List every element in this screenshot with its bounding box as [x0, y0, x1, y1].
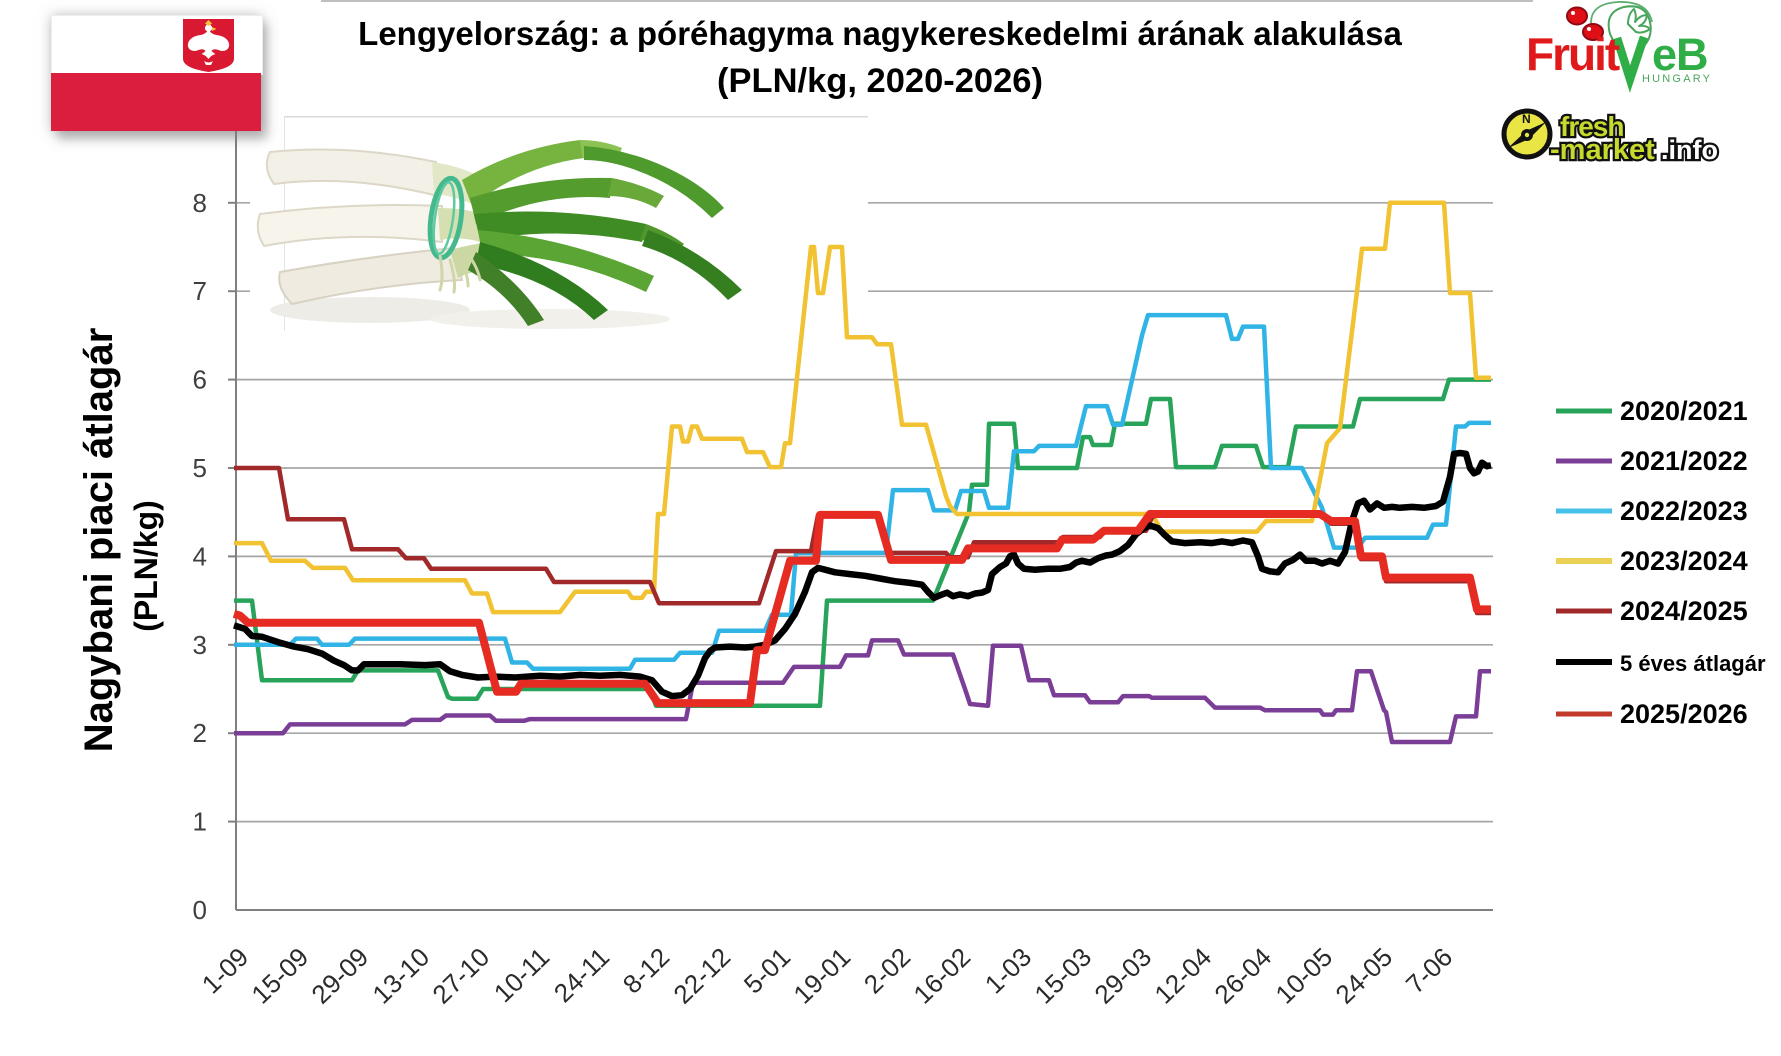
- svg-text:24-11: 24-11: [548, 942, 615, 1008]
- svg-text:22-12: 22-12: [667, 942, 736, 1010]
- svg-text:3: 3: [193, 630, 207, 660]
- svg-text:Lengyelország: a póréhagyma na: Lengyelország: a póréhagyma nagykeresked…: [358, 15, 1402, 52]
- svg-text:15-03: 15-03: [1028, 942, 1097, 1010]
- svg-text:2021/2022: 2021/2022: [1620, 446, 1748, 476]
- svg-text:HUNGARY: HUNGARY: [1642, 73, 1712, 85]
- svg-text:16-02: 16-02: [907, 942, 976, 1010]
- svg-text:5: 5: [193, 453, 207, 483]
- svg-text:4: 4: [193, 541, 207, 571]
- svg-text:(PLN/kg, 2020-2026): (PLN/kg, 2020-2026): [717, 62, 1043, 100]
- svg-text:2022/2023: 2022/2023: [1620, 496, 1748, 526]
- svg-text:2024/2025: 2024/2025: [1620, 596, 1748, 626]
- svg-text:1-09: 1-09: [196, 942, 254, 1000]
- svg-text:2025/2026: 2025/2026: [1620, 699, 1748, 729]
- svg-text:7-06: 7-06: [1400, 942, 1458, 1000]
- svg-text:Nagybani piaci átlagár: Nagybani piaci átlagár: [77, 328, 121, 753]
- svg-text:8: 8: [193, 188, 207, 218]
- svg-text:Fruit: Fruit: [1526, 28, 1620, 80]
- svg-text:N: N: [1522, 112, 1531, 126]
- svg-text:0: 0: [193, 895, 207, 925]
- svg-text:7: 7: [193, 276, 207, 306]
- svg-text:8-12: 8-12: [617, 942, 675, 1000]
- svg-text:5 éves átlagár: 5 éves átlagár: [1620, 651, 1766, 676]
- svg-text:12-04: 12-04: [1148, 942, 1217, 1010]
- svg-text:10-05: 10-05: [1269, 942, 1338, 1010]
- svg-text:10-11: 10-11: [488, 942, 555, 1008]
- svg-text:29-03: 29-03: [1088, 942, 1157, 1010]
- svg-text:15-09: 15-09: [245, 942, 314, 1010]
- svg-text:2: 2: [193, 718, 207, 748]
- svg-text:26-04: 26-04: [1208, 942, 1277, 1010]
- svg-text:eB: eB: [1652, 29, 1708, 80]
- svg-text:(PLN/kg): (PLN/kg): [128, 500, 164, 632]
- svg-text:2023/2024: 2023/2024: [1620, 546, 1748, 576]
- svg-text:-market: -market: [1550, 134, 1655, 166]
- svg-text:24-05: 24-05: [1329, 942, 1398, 1010]
- svg-text:1-03: 1-03: [979, 942, 1037, 1000]
- svg-text:29-09: 29-09: [305, 942, 374, 1010]
- svg-text:19-01: 19-01: [787, 942, 856, 1010]
- svg-text:6: 6: [193, 365, 207, 395]
- svg-text:27-10: 27-10: [426, 942, 495, 1010]
- svg-text:1: 1: [193, 807, 207, 837]
- svg-text:.info: .info: [1661, 135, 1718, 165]
- svg-text:5-01: 5-01: [738, 942, 796, 1000]
- svg-text:fresh: fresh: [1560, 111, 1623, 142]
- svg-text:13-10: 13-10: [366, 942, 435, 1010]
- svg-text:2020/2021: 2020/2021: [1620, 396, 1748, 426]
- svg-text:2-02: 2-02: [858, 942, 916, 1000]
